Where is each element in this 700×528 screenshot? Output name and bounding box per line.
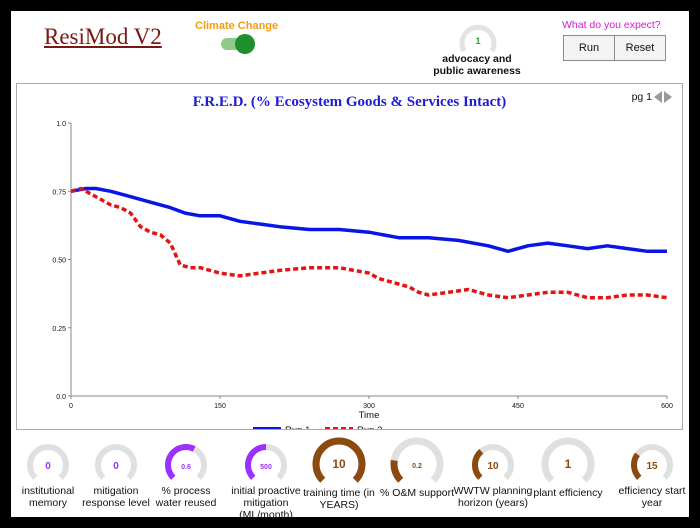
climate-change-toggle[interactable]	[221, 34, 255, 54]
gauge-fill	[631, 452, 642, 480]
gauge-dial[interactable]: 10	[309, 433, 369, 485]
expect-prompt-link[interactable]: What do you expect?	[562, 19, 661, 31]
legend-label: Run 2	[357, 425, 382, 429]
gauge-label-line1: training time (in	[303, 487, 375, 499]
plant-efficiency-gauge[interactable]: 1 plant efficiency	[523, 433, 613, 499]
toggle-knob[interactable]	[235, 34, 255, 54]
gauge-label-line2: horizon (years)	[457, 497, 529, 509]
advocacy-label: advocacy and public awareness	[427, 53, 527, 77]
gauge-label-line1: mitigation	[93, 485, 139, 497]
y-tick-label: 0.75	[52, 189, 66, 196]
gauge-label-line1: WWTW planning	[453, 485, 533, 497]
efficiency-start-year-gauge[interactable]: 15 efficiency start year	[607, 439, 697, 509]
initial-proactive-mitigation-gauge[interactable]: 500 initial proactive mitigation (ML/month…	[221, 439, 311, 521]
gauge-dial[interactable]: 0	[24, 439, 72, 483]
gauge-label-line2: mitigation (ML/month)	[239, 497, 293, 521]
run-button[interactable]: Run	[563, 35, 615, 61]
gauge-fill	[390, 459, 404, 483]
gauge-label: institutional memory	[3, 485, 93, 509]
institutional-memory-gauge[interactable]: 0 institutional memory	[3, 439, 93, 509]
gauge-label: training time (in YEARS)	[294, 487, 384, 511]
line-chart: 0.0 0.25 0.50 0.75 1.0 0 150 300 450 600 Time Run 1…	[52, 121, 673, 429]
gauge-value: 0	[45, 461, 51, 472]
app-window: ResiMod V2 Climate Change 1 advocacy and…	[11, 11, 689, 521]
gauge-label: efficiency start year	[607, 485, 697, 509]
gauge-value: 0.2	[412, 463, 422, 470]
gauge-track	[459, 24, 497, 53]
x-tick-label: 0	[69, 403, 73, 410]
gauge-value: 10	[332, 457, 346, 471]
gauge-label-line1: efficiency start	[618, 485, 686, 497]
y-tick-label: 0.25	[52, 326, 66, 333]
y-tick-label: 1.0	[56, 121, 66, 128]
gauge-value: 1	[565, 457, 572, 471]
gauge-label-line1: % O&M support	[379, 487, 455, 499]
y-tick-label: 0.0	[56, 394, 66, 401]
chart-title: F.R.E.D. (% Ecosystem Goods & Services I…	[192, 94, 507, 110]
y-tick-label: 0.50	[52, 258, 66, 265]
om-support-gauge[interactable]: 0.2 % O&M support	[372, 433, 462, 499]
x-tick-label: 600	[661, 403, 673, 410]
page-navigator: pg 1	[632, 91, 672, 103]
gauge-label: plant efficiency	[523, 487, 613, 499]
gauge-value: 0	[113, 461, 119, 472]
gauge-label: initial proactive mitigation (ML/month)	[221, 485, 311, 521]
gauge-label-line1: initial proactive	[231, 485, 301, 497]
next-page-icon[interactable]	[664, 91, 672, 103]
advocacy-value: 1	[475, 36, 480, 46]
gauge-label-line2: YEARS)	[319, 499, 359, 511]
x-axis-label: Time	[359, 410, 380, 421]
gauge-dial[interactable]: 1	[538, 433, 598, 485]
gauge-value: 10	[487, 461, 499, 472]
reset-button[interactable]: Reset	[614, 35, 666, 61]
gauge-label-line2: response level	[82, 497, 150, 509]
page-label: pg 1	[631, 91, 652, 103]
x-tick-label: 150	[214, 403, 226, 410]
gauge-label: mitigation response level	[71, 485, 161, 509]
gauge-dial[interactable]: 0	[92, 439, 140, 483]
gauge-row: 0 institutional memory 0 mitigation response …	[11, 433, 689, 521]
advocacy-label-line1: advocacy and	[442, 53, 512, 65]
gauge-track	[95, 444, 137, 480]
process-water-reused-gauge[interactable]: 0.6 % process water reused	[141, 439, 231, 509]
prev-page-icon[interactable]	[654, 91, 662, 103]
gauge-fill	[165, 444, 196, 480]
gauge-value: 500	[260, 464, 272, 471]
gauge-label-line1: % process	[161, 485, 211, 497]
app-title: ResiMod V2	[44, 24, 162, 49]
advocacy-label-line2: public awareness	[433, 65, 521, 77]
gauge-track	[390, 437, 444, 483]
gauge-label: % process water reused	[141, 485, 231, 509]
gauge-track	[27, 444, 69, 480]
legend-label: Run 1	[285, 425, 310, 429]
x-tick-label: 300	[363, 403, 375, 410]
gauge-dial[interactable]: 500	[242, 439, 290, 483]
gauge-label-line2: memory	[29, 497, 67, 509]
gauge-track	[541, 437, 595, 483]
gauge-label-line1: institutional	[21, 485, 75, 497]
gauge-value: 0.6	[181, 464, 191, 471]
gauge-label-line2: year	[641, 497, 663, 509]
x-tick-label: 450	[512, 403, 524, 410]
gauge-dial[interactable]: 0.6	[162, 439, 210, 483]
gauge-fill	[245, 444, 267, 480]
training-time-gauge[interactable]: 10 training time (in YEARS)	[294, 433, 384, 511]
gauge-dial[interactable]: 10	[469, 439, 517, 483]
gauge-dial[interactable]: 15	[628, 439, 676, 483]
gauge-dial[interactable]: 0.2	[387, 433, 447, 485]
gauge-label-line2: water reused	[155, 497, 217, 509]
series-line-run-1	[70, 186, 667, 254]
gauge-label: % O&M support	[372, 487, 462, 499]
chart-panel: F.R.E.D. (% Ecosystem Goods & Services I…	[16, 83, 683, 430]
mitigation-response-level-gauge[interactable]: 0 mitigation response level	[71, 439, 161, 509]
gauge-label: WWTW planning horizon (years)	[448, 485, 538, 509]
gauge-value: 15	[646, 461, 658, 472]
gauge-fill	[312, 437, 366, 483]
climate-change-label: Climate Change	[195, 20, 279, 32]
gauge-fill	[472, 449, 484, 480]
advocacy-gauge[interactable]: 1	[456, 17, 500, 57]
wwtw-planning-horizon-gauge[interactable]: 10 WWTW planning horizon (years)	[448, 439, 538, 509]
gauge-label-line1: plant efficiency	[533, 487, 603, 499]
